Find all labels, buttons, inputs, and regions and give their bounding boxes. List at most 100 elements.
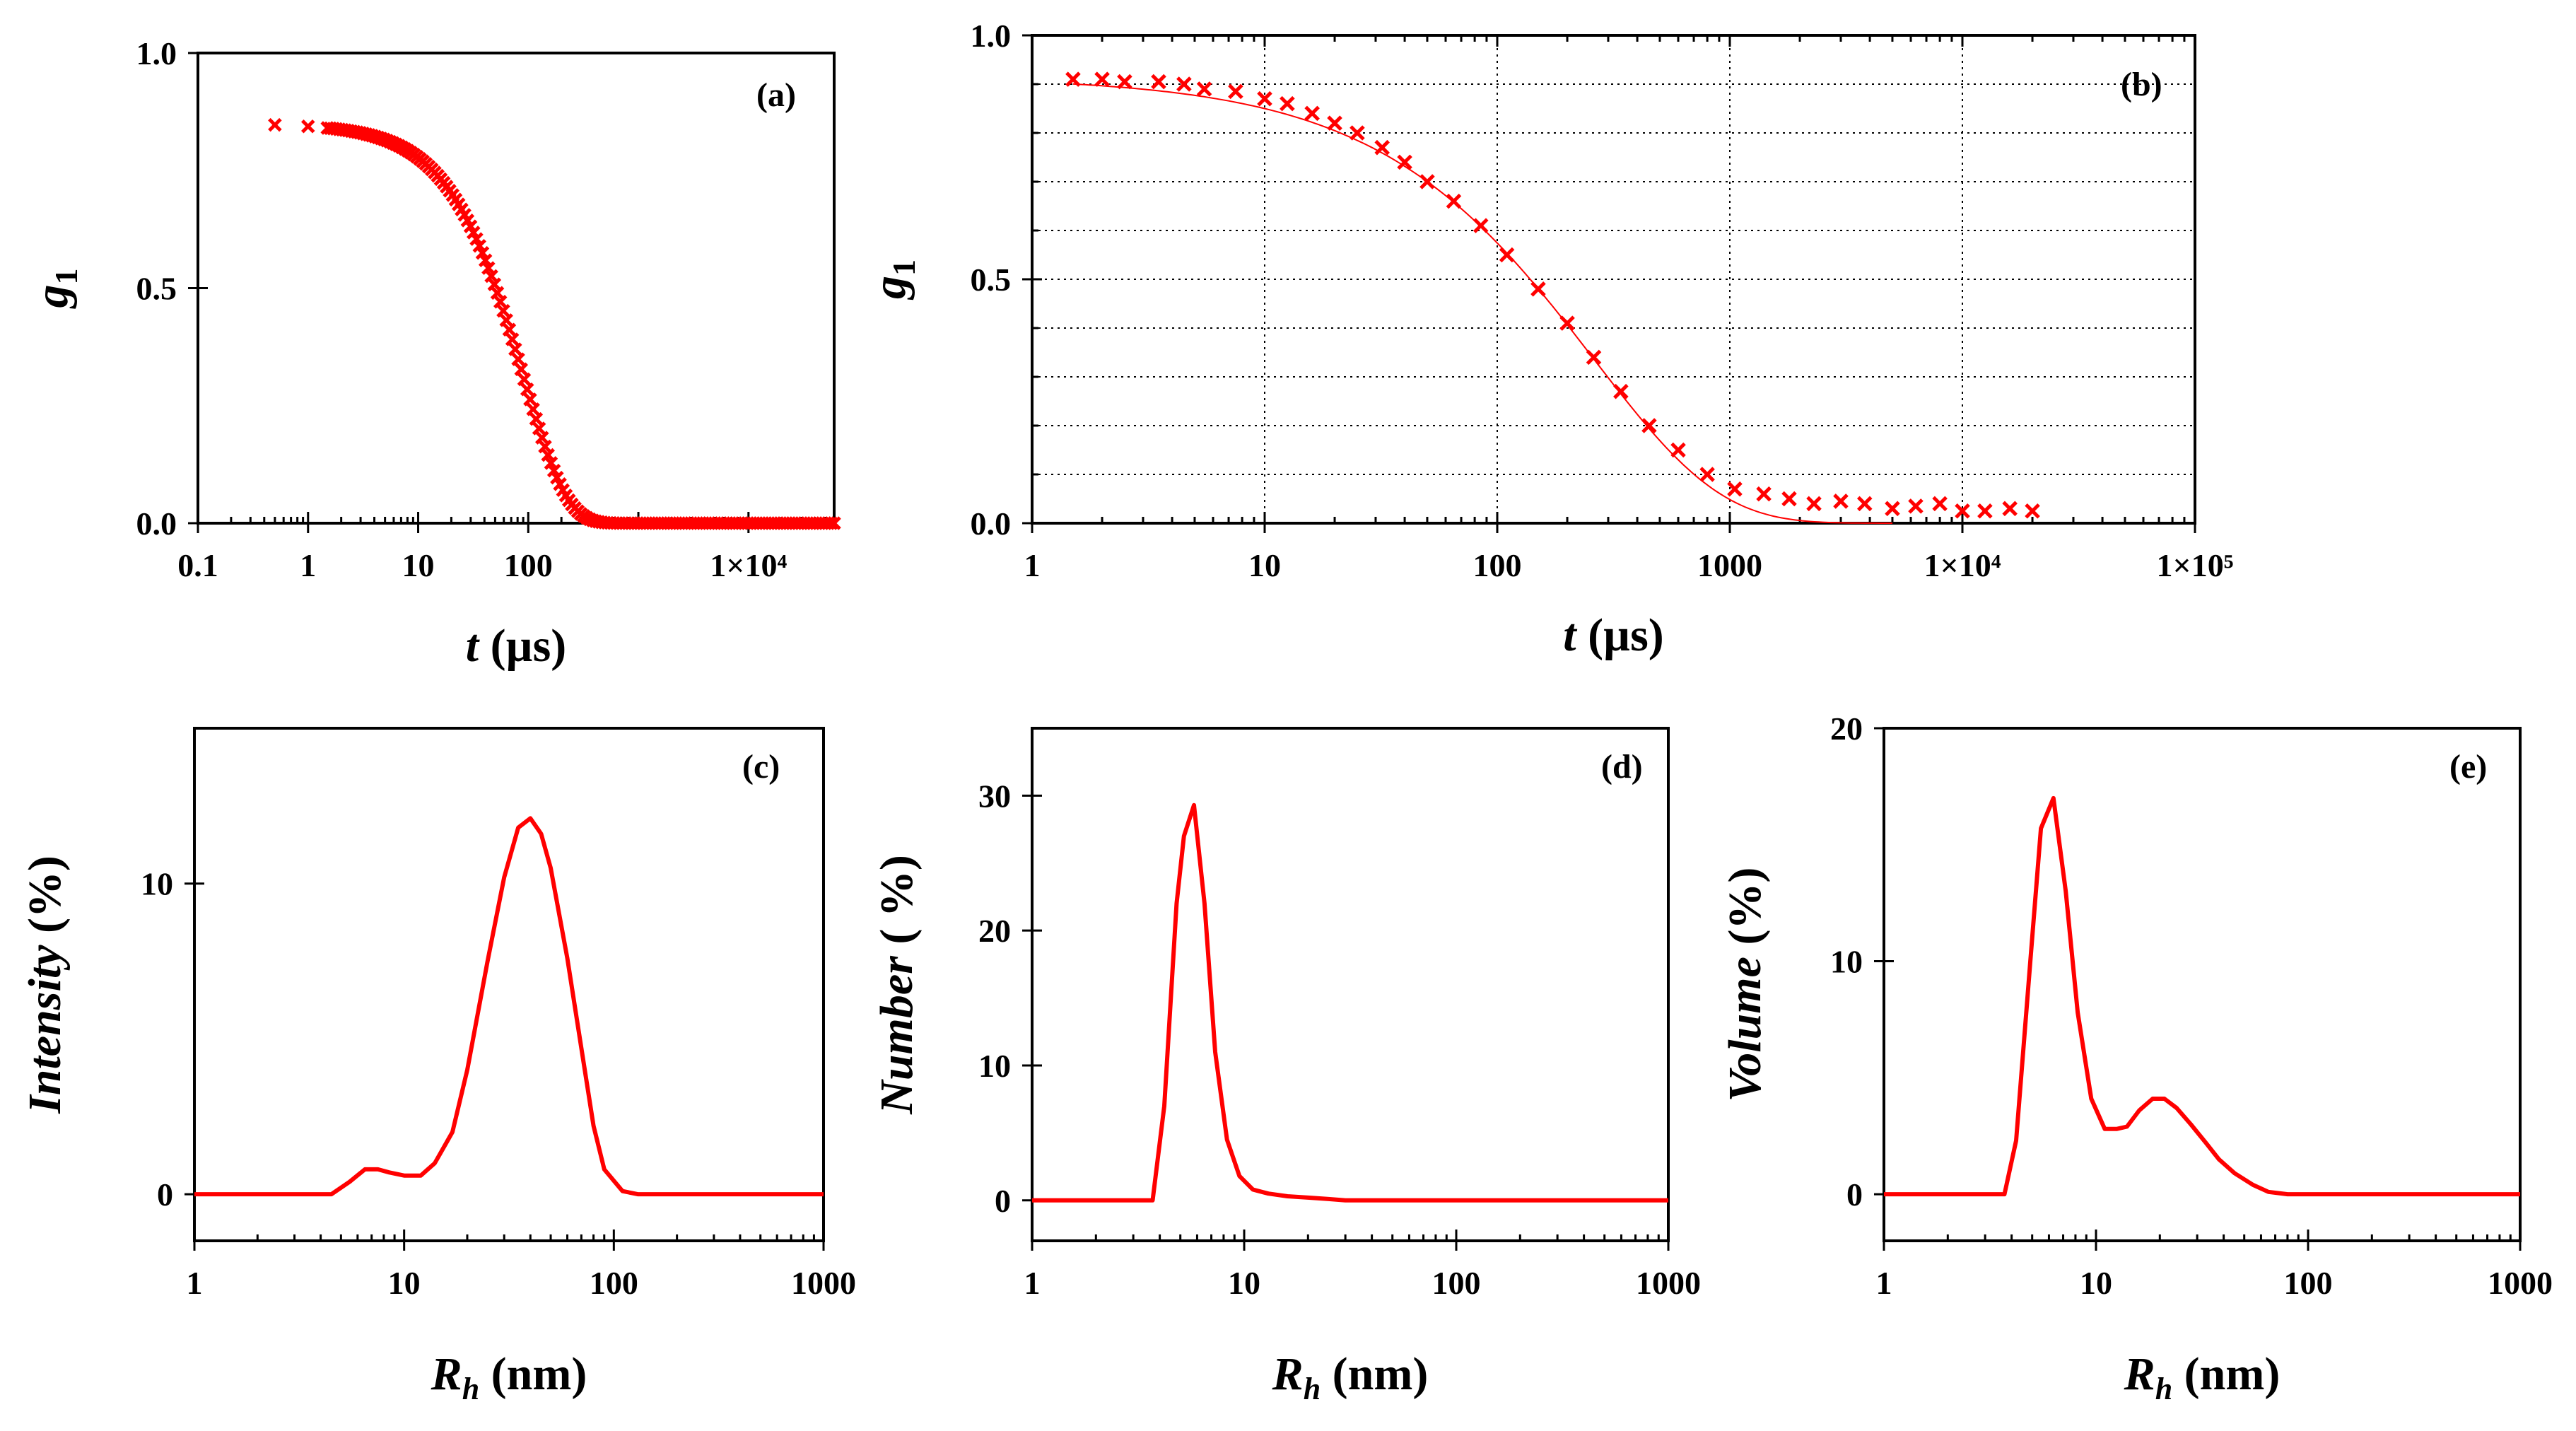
- y-tick-label: 10: [141, 866, 173, 902]
- marker-stroke: [1806, 496, 1822, 512]
- g1-point: [1419, 174, 1435, 189]
- g1-point: [487, 277, 502, 291]
- x-tick-label: 1000: [2488, 1265, 2553, 1301]
- marker-stroke: [1586, 349, 1602, 366]
- g1-point: [496, 303, 510, 318]
- g1-point: [517, 372, 532, 387]
- g1-point: [538, 439, 552, 454]
- panel-a-tag: (a): [756, 76, 796, 114]
- marker-stroke: [487, 277, 502, 291]
- g1-point: [478, 253, 493, 268]
- g1-point: [544, 456, 558, 470]
- g1-point: [520, 382, 534, 397]
- data-series: [194, 816, 824, 1197]
- y-tick-label: 20: [1830, 711, 1863, 747]
- x-axis-label: Rh (nm): [431, 1348, 587, 1406]
- marker-stroke: [1932, 496, 1948, 512]
- g1-point: [1885, 501, 1900, 517]
- data-series: [268, 117, 841, 530]
- marker-stroke: [1955, 503, 1970, 519]
- marker-stroke: [1257, 90, 1272, 107]
- marker-stroke: [1885, 501, 1900, 517]
- g1-point: [1833, 493, 1849, 509]
- panel-b: 1 10 100 1000 1×10⁴ 1×10⁵ 0.0 0.5 1.0 t (µs) g1 (b): [864, 18, 2234, 661]
- marker-stroke: [1856, 496, 1873, 512]
- x-ticks: 1 10 100 1000 1×10⁴ 1×10⁵: [1024, 35, 2234, 583]
- g1-point: [1228, 83, 1243, 100]
- x-ticks: 1 10 100 1000: [1024, 1230, 1701, 1301]
- g1-point: [268, 117, 282, 132]
- marker-stroke: [523, 392, 537, 407]
- y-ticks: 0.0 0.5 1.0: [971, 18, 1042, 542]
- marker-stroke: [1613, 383, 1629, 399]
- marker-stroke: [1446, 193, 1462, 209]
- x-tick-label: 1000: [1636, 1265, 1701, 1301]
- marker-stroke: [529, 411, 544, 426]
- g1-point: [1781, 491, 1797, 507]
- marker-stroke: [481, 261, 496, 275]
- distribution-line: [1884, 795, 2520, 1197]
- y-ticks: 0 10: [141, 866, 204, 1213]
- x-tick-label: 1: [300, 547, 316, 583]
- g1-point: [1257, 90, 1272, 107]
- marker-stroke: [1280, 95, 1295, 112]
- marker-stroke: [1397, 154, 1412, 170]
- g1-point: [1094, 71, 1110, 87]
- g1-point: [1499, 247, 1515, 263]
- g1-point: [1559, 315, 1575, 331]
- g1-point: [535, 431, 549, 445]
- x-tick-label: 1: [1024, 1265, 1041, 1301]
- marker-stroke: [538, 439, 552, 454]
- marker-stroke: [520, 382, 534, 397]
- plot-frame: [197, 52, 836, 525]
- y-tick-label: 0: [995, 1183, 1011, 1219]
- marker-stroke: [1228, 83, 1243, 100]
- panel-c: 1 10 100 1000 0 10 Rh (nm) Intensity (%) (c): [19, 727, 856, 1406]
- g1-point: [1065, 71, 1081, 87]
- g1-point: [1117, 74, 1132, 90]
- g1-point: [1176, 76, 1192, 92]
- y-tick-label: 0.5: [136, 271, 177, 307]
- g1-point: [472, 238, 486, 253]
- marker-stroke: [1473, 218, 1489, 233]
- marker-stroke: [544, 456, 558, 470]
- y-axis-label: g1: [26, 269, 84, 310]
- x-tick-label: 10: [1248, 547, 1281, 583]
- panel-e: 1 10 100 1000 0 10 20 Rh (nm) Volume (%) (e): [1719, 711, 2553, 1406]
- g1-point: [481, 261, 496, 275]
- x-tick-label: 1000: [1697, 547, 1762, 583]
- y-tick-label: 0.5: [971, 262, 1012, 298]
- g1-point: [1586, 349, 1602, 366]
- marker-stroke: [1176, 76, 1192, 92]
- panel-e-tag: (e): [2449, 748, 2487, 785]
- marker-stroke: [1833, 493, 1849, 509]
- x-tick-label: 1: [1876, 1265, 1892, 1301]
- y-tick-label: 10: [1830, 944, 1863, 980]
- g1-point: [1908, 498, 1924, 514]
- distribution-line: [194, 816, 824, 1197]
- panel-d: 1 10 100 1000 0 10 20 30 Rh (nm) Number ( %) (d): [871, 727, 1701, 1406]
- marker-stroke: [505, 332, 520, 346]
- marker-stroke: [514, 362, 529, 377]
- y-ticks: 0 10 20: [1830, 711, 1894, 1213]
- g1-point: [1196, 81, 1212, 97]
- g1-point: [824, 516, 838, 530]
- panel-c-tag: (c): [742, 748, 780, 785]
- marker-stroke: [502, 322, 517, 337]
- y-axis-label: Intensity (%): [19, 855, 71, 1114]
- fit-line: [1072, 83, 1892, 524]
- marker-stroke: [467, 226, 481, 240]
- g1-point: [502, 322, 517, 337]
- panel-d-tag: (d): [1601, 748, 1643, 785]
- plot-frame: [193, 727, 825, 1242]
- marker-stroke: [1094, 71, 1110, 87]
- marker-stroke: [1641, 418, 1657, 433]
- marker-stroke: [463, 219, 478, 233]
- x-tick-label: 100: [2284, 1265, 2333, 1301]
- y-tick-label: 0: [1846, 1176, 1863, 1213]
- g1-point: [1374, 139, 1390, 156]
- g1-point: [475, 246, 490, 260]
- g1-point: [1397, 154, 1412, 170]
- marker-stroke: [550, 470, 564, 485]
